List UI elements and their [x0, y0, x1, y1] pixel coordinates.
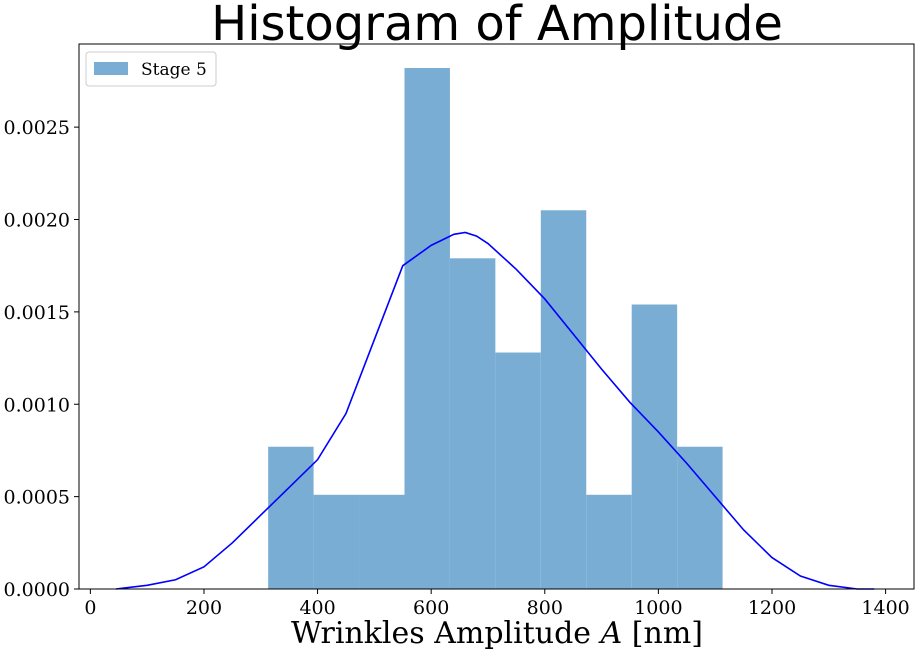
legend-label: Stage 5 — [141, 60, 207, 80]
legend: Stage 5 — [85, 51, 217, 87]
kde-curve-layer — [115, 231, 875, 590]
histogram-bar — [631, 304, 678, 589]
histogram-bar — [586, 494, 632, 589]
histogram-bar — [495, 352, 541, 589]
x-tick-label: 600 — [413, 597, 449, 619]
x-axis-label-suffix: [nm] — [622, 616, 703, 651]
chart-title: Histogram of Amplitude — [211, 0, 783, 52]
y-tick-label: 0.0005 — [4, 487, 70, 509]
histogram-bar — [404, 68, 450, 589]
x-axis-ticks: 0 200 400 600 800 1000 1200 1400 — [84, 589, 910, 619]
x-tick-label: 200 — [186, 597, 222, 619]
y-tick-label: 0.0025 — [4, 117, 70, 139]
x-tick-label: 1200 — [748, 597, 796, 619]
x-tick-label: 1000 — [634, 597, 682, 619]
x-axis-label: Wrinkles Amplitude A [nm] — [291, 616, 703, 651]
histogram-bar — [677, 446, 723, 589]
histogram-bar — [313, 494, 360, 589]
histogram-bar — [449, 258, 496, 589]
legend-box — [85, 51, 217, 87]
legend-swatch — [94, 62, 128, 75]
x-tick-label: 400 — [299, 597, 335, 619]
y-tick-label: 0.0015 — [4, 302, 70, 324]
x-tick-label: 1400 — [861, 597, 909, 619]
x-tick-label: 800 — [527, 597, 563, 619]
y-tick-label: 0.0010 — [4, 394, 70, 416]
x-axis-label-prefix: Wrinkles Amplitude — [291, 616, 601, 651]
histogram-bar — [359, 494, 405, 589]
histogram-bars — [268, 68, 723, 589]
plot-frame — [78, 43, 915, 590]
y-axis-ticks: 0.0000 0.0005 0.0010 0.0015 0.0020 0.0025 — [4, 117, 79, 601]
y-tick-label: 0.0000 — [4, 579, 70, 601]
y-tick-label: 0.0020 — [4, 210, 70, 232]
x-tick-label: 0 — [84, 597, 96, 619]
histogram-bar — [540, 210, 587, 589]
histogram-bar — [268, 446, 314, 589]
x-axis-label-symbol: A — [598, 616, 623, 651]
kde-curve — [115, 231, 875, 590]
